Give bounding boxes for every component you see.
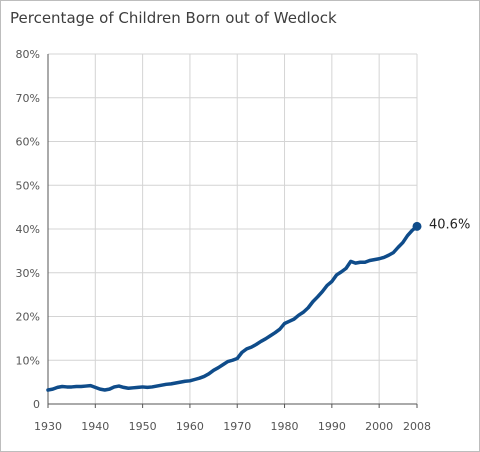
series-line xyxy=(46,224,419,392)
y-tick-label: 60% xyxy=(16,136,40,149)
x-tick-label: 1940 xyxy=(81,420,109,433)
x-tick-label: 1960 xyxy=(176,420,204,433)
end-value-label: 40.6% xyxy=(429,217,470,232)
y-tick-label: 30% xyxy=(16,267,40,280)
y-tick-label: 50% xyxy=(16,179,40,192)
x-tick-label: 1980 xyxy=(271,420,299,433)
y-tick-label: 70% xyxy=(16,92,40,105)
x-tick-label: 1930 xyxy=(34,420,62,433)
x-tick-label: 1990 xyxy=(318,420,346,433)
y-tick-label: 0 xyxy=(33,398,40,411)
x-tick-label: 1970 xyxy=(223,420,251,433)
x-tick-label: 1950 xyxy=(129,420,157,433)
chart-title: Percentage of Children Born out of Wedlo… xyxy=(10,9,337,27)
y-tick-label: 40% xyxy=(16,223,40,236)
x-tick-label: 2008 xyxy=(403,420,431,433)
y-tick-label: 20% xyxy=(16,311,40,324)
end-point-marker xyxy=(412,221,422,231)
y-tick-label: 10% xyxy=(16,354,40,367)
x-tick-label: 2000 xyxy=(365,420,393,433)
y-tick-label: 80% xyxy=(16,48,40,61)
